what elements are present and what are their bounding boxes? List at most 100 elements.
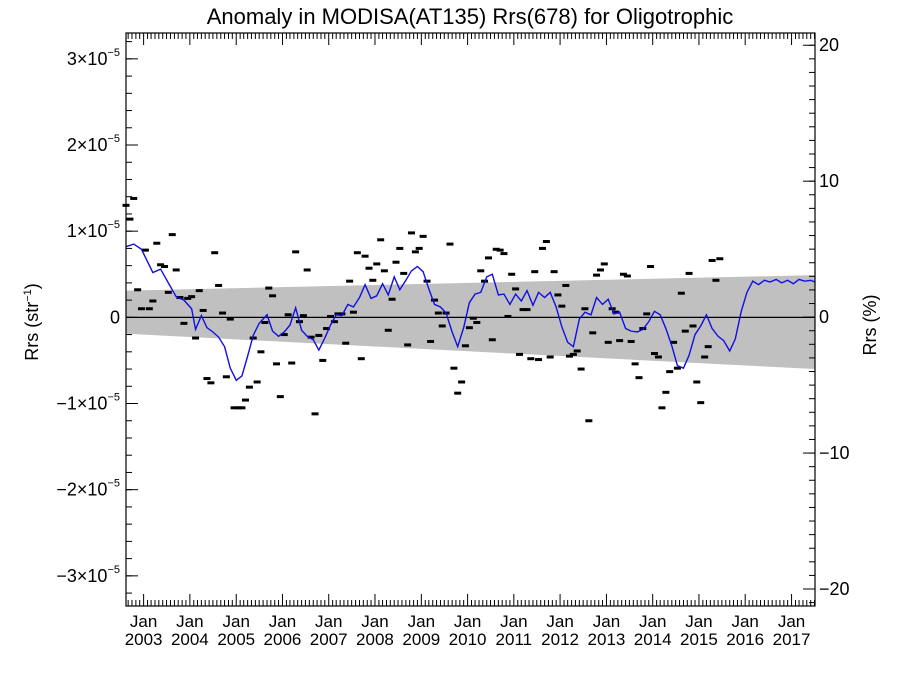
data-point-116 — [569, 352, 577, 356]
data-point-49 — [311, 412, 319, 416]
data-point-54 — [330, 320, 338, 324]
data-point-147 — [689, 324, 697, 328]
data-point-25 — [219, 311, 227, 315]
chart-title: Anomaly in MODISA(AT135) Rrs(678) for Ol… — [207, 4, 734, 29]
data-point-17 — [188, 295, 196, 299]
data-point-20 — [199, 308, 207, 312]
data-point-95 — [488, 338, 496, 342]
x-tick-year-7: 2010 — [449, 630, 487, 649]
x-tick-year-12: 2015 — [680, 630, 718, 649]
data-point-86 — [454, 391, 462, 395]
left-tick-label-0: 3×10−5 — [67, 47, 120, 69]
data-point-18 — [192, 336, 200, 340]
data-point-131 — [627, 339, 635, 343]
data-point-97 — [496, 248, 504, 252]
data-point-70 — [392, 260, 400, 264]
data-point-48 — [307, 335, 315, 339]
data-point-85 — [450, 366, 458, 370]
data-point-102 — [516, 352, 524, 356]
data-point-44 — [292, 250, 300, 254]
data-point-39 — [273, 362, 281, 366]
uncertainty-band — [126, 275, 815, 370]
data-point-124 — [600, 262, 608, 266]
data-point-103 — [519, 308, 527, 312]
data-point-14 — [176, 296, 184, 300]
data-point-110 — [546, 355, 554, 359]
x-tick-year-11: 2014 — [634, 630, 672, 649]
data-point-129 — [619, 272, 627, 276]
data-point-146 — [685, 271, 693, 275]
data-point-108 — [538, 246, 546, 250]
x-tick-year-6: 2009 — [402, 630, 440, 649]
data-point-28 — [230, 406, 238, 410]
data-point-22 — [207, 381, 215, 385]
data-point-82 — [438, 324, 446, 328]
x-tick-month-0: Jan — [130, 612, 157, 631]
x-tick-month-10: Jan — [593, 612, 620, 631]
data-point-75 — [411, 250, 419, 254]
data-point-132 — [631, 362, 639, 366]
data-point-81 — [434, 311, 442, 315]
data-point-94 — [484, 256, 492, 260]
x-tick-month-14: Jan — [778, 612, 805, 631]
x-tick-year-10: 2013 — [588, 630, 626, 649]
data-point-13 — [172, 268, 180, 272]
data-point-135 — [643, 312, 651, 316]
data-point-74 — [407, 231, 415, 235]
right-axis: 20 10 0 −10 −20 — [803, 35, 850, 604]
x-axis: Jan2003Jan2004Jan2005Jan2006Jan2007Jan20… — [125, 33, 815, 649]
data-point-115 — [565, 354, 573, 358]
data-point-136 — [647, 265, 655, 269]
data-point-99 — [504, 314, 512, 318]
data-point-38 — [269, 294, 277, 298]
x-tick-year-3: 2006 — [264, 630, 302, 649]
data-point-80 — [431, 298, 439, 302]
data-point-138 — [654, 355, 662, 359]
data-point-112 — [554, 293, 562, 297]
right-axis-label: Rrs (%) — [860, 295, 880, 356]
data-point-4 — [137, 307, 145, 311]
left-tick-label-5: −2×10−5 — [56, 478, 120, 500]
right-tick-label-2: 0 — [819, 307, 829, 327]
data-point-7 — [149, 299, 157, 303]
x-tick-month-5: Jan — [361, 612, 388, 631]
data-point-73 — [404, 343, 412, 347]
data-point-69 — [388, 297, 396, 301]
data-point-68 — [384, 328, 392, 332]
data-point-143 — [673, 366, 681, 370]
x-tick-year-13: 2016 — [726, 630, 764, 649]
left-axis-label-sup: −1 — [22, 289, 34, 302]
data-point-9 — [157, 263, 165, 267]
plot-area — [122, 32, 816, 607]
x-tick-year-4: 2007 — [310, 630, 348, 649]
data-point-66 — [377, 238, 385, 242]
data-point-77 — [419, 234, 427, 238]
data-point-34 — [253, 380, 261, 384]
left-tick-label-1: 2×10−5 — [67, 133, 120, 155]
data-point-151 — [704, 345, 712, 349]
data-point-6 — [145, 307, 153, 311]
data-point-91 — [473, 321, 481, 325]
data-point-78 — [423, 279, 431, 283]
x-tick-month-12: Jan — [685, 612, 712, 631]
data-point-150 — [701, 355, 709, 359]
data-point-111 — [550, 270, 558, 274]
data-point-149 — [697, 401, 705, 405]
data-point-109 — [542, 240, 550, 244]
x-tick-month-13: Jan — [731, 612, 758, 631]
left-axis: 3×10−5 2×10−5 1×10−5 0 −1×10−5 −2×10−5 −3×10−5 — [56, 41, 138, 594]
x-tick-month-3: Jan — [269, 612, 296, 631]
data-point-11 — [164, 290, 172, 294]
data-point-30 — [238, 406, 246, 410]
data-point-76 — [415, 246, 423, 250]
data-point-56 — [338, 312, 346, 316]
left-tick-label-3: 0 — [110, 307, 120, 327]
data-point-87 — [458, 380, 466, 384]
x-tick-month-4: Jan — [315, 612, 342, 631]
data-point-63 — [365, 266, 373, 270]
data-point-55 — [334, 312, 342, 316]
data-point-53 — [326, 314, 334, 318]
data-point-40 — [276, 395, 284, 399]
x-tick-year-2: 2005 — [217, 630, 255, 649]
data-point-59 — [349, 310, 357, 314]
